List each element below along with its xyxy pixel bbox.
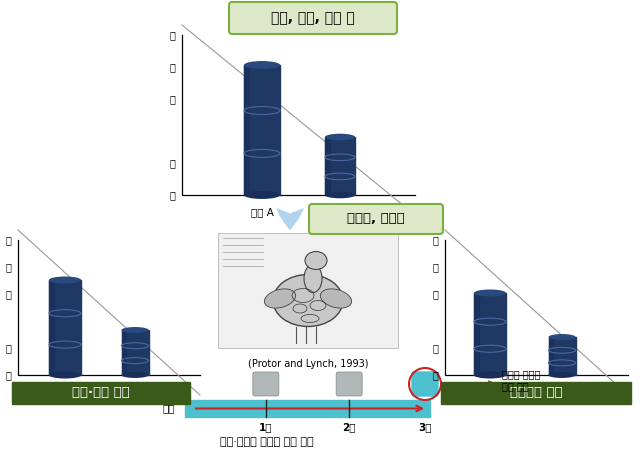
FancyBboxPatch shape bbox=[229, 2, 397, 34]
Text: 지역 A: 지역 A bbox=[478, 387, 501, 397]
Bar bbox=[441, 382, 631, 404]
Text: 도: 도 bbox=[169, 190, 175, 200]
Text: 농: 농 bbox=[169, 158, 175, 168]
Ellipse shape bbox=[121, 372, 148, 378]
Text: 지역 A: 지역 A bbox=[53, 387, 76, 397]
Ellipse shape bbox=[265, 289, 295, 308]
Text: 2년: 2년 bbox=[342, 422, 356, 432]
Ellipse shape bbox=[320, 289, 352, 308]
Text: 농: 농 bbox=[5, 343, 11, 353]
Bar bbox=[548, 337, 553, 375]
Bar bbox=[325, 137, 355, 195]
Ellipse shape bbox=[304, 265, 322, 292]
Bar bbox=[474, 293, 506, 375]
Bar bbox=[12, 382, 190, 404]
Text: 속: 속 bbox=[169, 94, 175, 104]
Text: 금: 금 bbox=[5, 262, 11, 272]
Text: 속: 속 bbox=[432, 289, 438, 299]
Bar bbox=[121, 330, 148, 375]
Text: 금: 금 bbox=[169, 62, 175, 72]
Bar bbox=[325, 137, 329, 195]
Text: 장기·조직의 중금속 축적 시기: 장기·조직의 중금속 축적 시기 bbox=[220, 437, 314, 447]
Text: (Protor and Lynch, 1993): (Protor and Lynch, 1993) bbox=[248, 359, 369, 369]
Ellipse shape bbox=[325, 133, 355, 141]
Text: 깃털의 중금속
축적 시기: 깃털의 중금속 축적 시기 bbox=[502, 369, 541, 391]
Text: 호흡기, 소화기: 호흡기, 소화기 bbox=[347, 212, 405, 226]
Text: 지역 B: 지역 B bbox=[551, 387, 573, 397]
Ellipse shape bbox=[49, 371, 81, 378]
Ellipse shape bbox=[273, 274, 343, 327]
FancyBboxPatch shape bbox=[336, 372, 362, 396]
FancyBboxPatch shape bbox=[309, 204, 443, 234]
Bar bbox=[474, 293, 479, 375]
Text: 속: 속 bbox=[5, 289, 11, 299]
Text: 중: 중 bbox=[432, 235, 438, 245]
Text: 중: 중 bbox=[5, 235, 11, 245]
Ellipse shape bbox=[548, 372, 575, 378]
Bar bbox=[244, 65, 249, 195]
Ellipse shape bbox=[244, 61, 280, 69]
Text: 금: 금 bbox=[432, 262, 438, 272]
Text: 도: 도 bbox=[432, 370, 438, 380]
FancyBboxPatch shape bbox=[412, 372, 438, 396]
Ellipse shape bbox=[325, 192, 355, 198]
Text: 농: 농 bbox=[432, 343, 438, 353]
Bar bbox=[121, 330, 126, 375]
Ellipse shape bbox=[548, 334, 575, 340]
Bar bbox=[49, 280, 54, 375]
Text: 장기·조직 축적: 장기·조직 축적 bbox=[72, 386, 130, 400]
Text: 지역 B: 지역 B bbox=[123, 387, 146, 397]
Ellipse shape bbox=[121, 327, 148, 333]
Text: 생후: 생후 bbox=[162, 404, 175, 414]
Ellipse shape bbox=[474, 290, 506, 297]
Text: 깃털조직 축적: 깃털조직 축적 bbox=[510, 386, 562, 400]
FancyArrowPatch shape bbox=[276, 208, 304, 230]
Bar bbox=[244, 65, 280, 195]
Text: 도: 도 bbox=[5, 370, 11, 380]
FancyBboxPatch shape bbox=[253, 372, 279, 396]
Text: 지역 A: 지역 A bbox=[250, 207, 273, 217]
Bar bbox=[218, 233, 398, 348]
Ellipse shape bbox=[474, 371, 506, 378]
Text: 1년: 1년 bbox=[259, 422, 273, 432]
Bar bbox=[548, 337, 575, 375]
Text: 지역 B: 지역 B bbox=[329, 207, 351, 217]
Ellipse shape bbox=[305, 251, 327, 269]
Ellipse shape bbox=[49, 276, 81, 283]
Bar bbox=[49, 280, 81, 375]
Text: 중: 중 bbox=[169, 30, 175, 40]
Text: 먹이, 공기, 토양 등: 먹이, 공기, 토양 등 bbox=[271, 11, 355, 25]
Text: 3년: 3년 bbox=[418, 422, 432, 432]
Bar bbox=[185, 400, 430, 417]
Ellipse shape bbox=[244, 191, 280, 199]
